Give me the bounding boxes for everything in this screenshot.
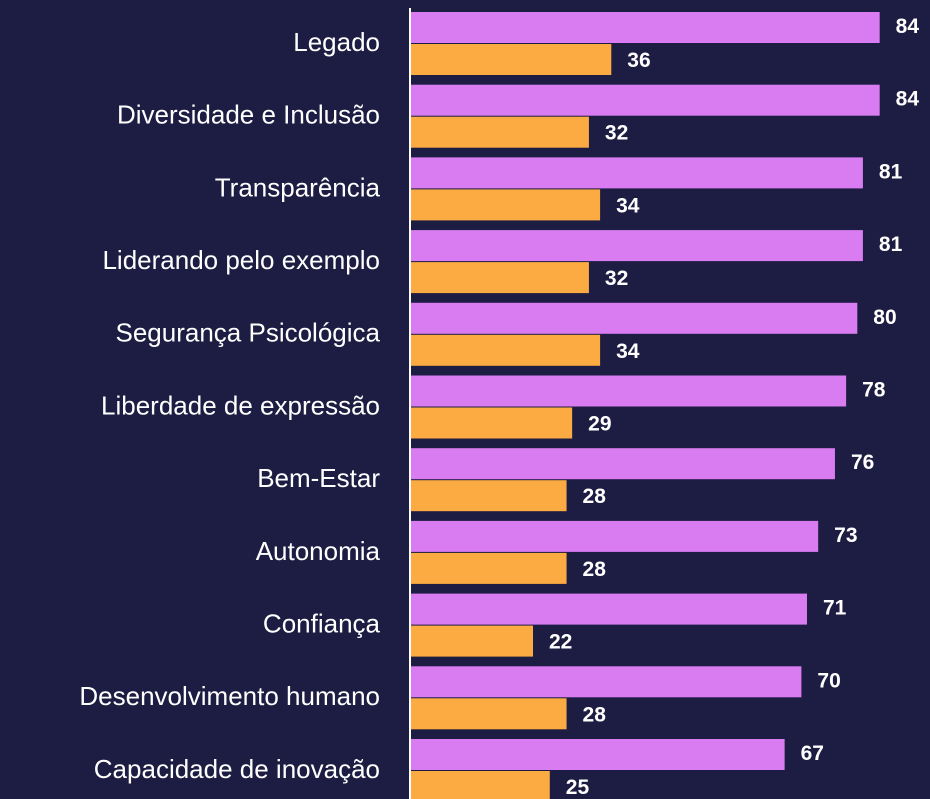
bar bbox=[410, 407, 573, 439]
bar bbox=[410, 593, 807, 625]
data-label: 28 bbox=[583, 703, 607, 726]
data-label: 84 bbox=[896, 15, 920, 38]
data-label: 67 bbox=[801, 742, 824, 765]
data-label: 25 bbox=[566, 776, 590, 799]
bar bbox=[410, 302, 858, 334]
bar bbox=[410, 334, 601, 366]
bar bbox=[410, 480, 567, 512]
data-label: 22 bbox=[549, 631, 572, 654]
data-label: 34 bbox=[616, 340, 640, 363]
bar bbox=[410, 157, 863, 189]
data-label: 34 bbox=[616, 194, 640, 217]
bar bbox=[410, 698, 567, 730]
data-label: 80 bbox=[873, 306, 896, 329]
data-label: 78 bbox=[862, 379, 886, 402]
bar bbox=[410, 12, 880, 43]
y-tick-label: Liderando pelo exemplo bbox=[102, 245, 380, 275]
y-tick-label: Liberdade de expressão bbox=[101, 390, 380, 420]
data-label: 73 bbox=[834, 524, 857, 547]
bar bbox=[410, 771, 550, 799]
data-label: 84 bbox=[896, 88, 920, 111]
data-label: 81 bbox=[879, 160, 903, 183]
data-label: 71 bbox=[823, 597, 847, 620]
y-tick-label: Autonomia bbox=[256, 536, 381, 566]
bar bbox=[410, 739, 785, 770]
y-tick-label: Bem-Estar bbox=[257, 463, 380, 493]
data-label: 32 bbox=[605, 267, 628, 290]
data-label: 28 bbox=[583, 558, 607, 581]
bar bbox=[410, 230, 863, 262]
data-label: 29 bbox=[588, 413, 611, 436]
bar bbox=[410, 262, 589, 294]
y-tick-label: Legado bbox=[293, 27, 380, 57]
y-tick-label: Transparência bbox=[215, 172, 381, 202]
bar bbox=[410, 625, 534, 657]
bar bbox=[410, 552, 567, 584]
bar bbox=[410, 666, 802, 698]
bar bbox=[410, 189, 601, 221]
bar bbox=[410, 44, 612, 75]
y-tick-label: Desenvolvimento humano bbox=[79, 681, 380, 711]
data-label: 70 bbox=[817, 669, 840, 692]
y-tick-label: Confiança bbox=[263, 608, 381, 638]
data-label: 36 bbox=[627, 49, 650, 72]
data-label: 32 bbox=[605, 122, 628, 145]
y-tick-label: Diversidade e Inclusão bbox=[117, 100, 380, 130]
bar bbox=[410, 116, 589, 148]
bar bbox=[410, 84, 880, 116]
data-label: 76 bbox=[851, 451, 874, 474]
data-label: 81 bbox=[879, 233, 903, 256]
y-tick-label: Capacidade de inovação bbox=[94, 754, 380, 784]
data-label: 28 bbox=[583, 485, 607, 508]
bar bbox=[410, 520, 819, 552]
bar bbox=[410, 448, 835, 480]
y-tick-label: Segurança Psicológica bbox=[116, 318, 381, 348]
bar bbox=[410, 375, 847, 407]
